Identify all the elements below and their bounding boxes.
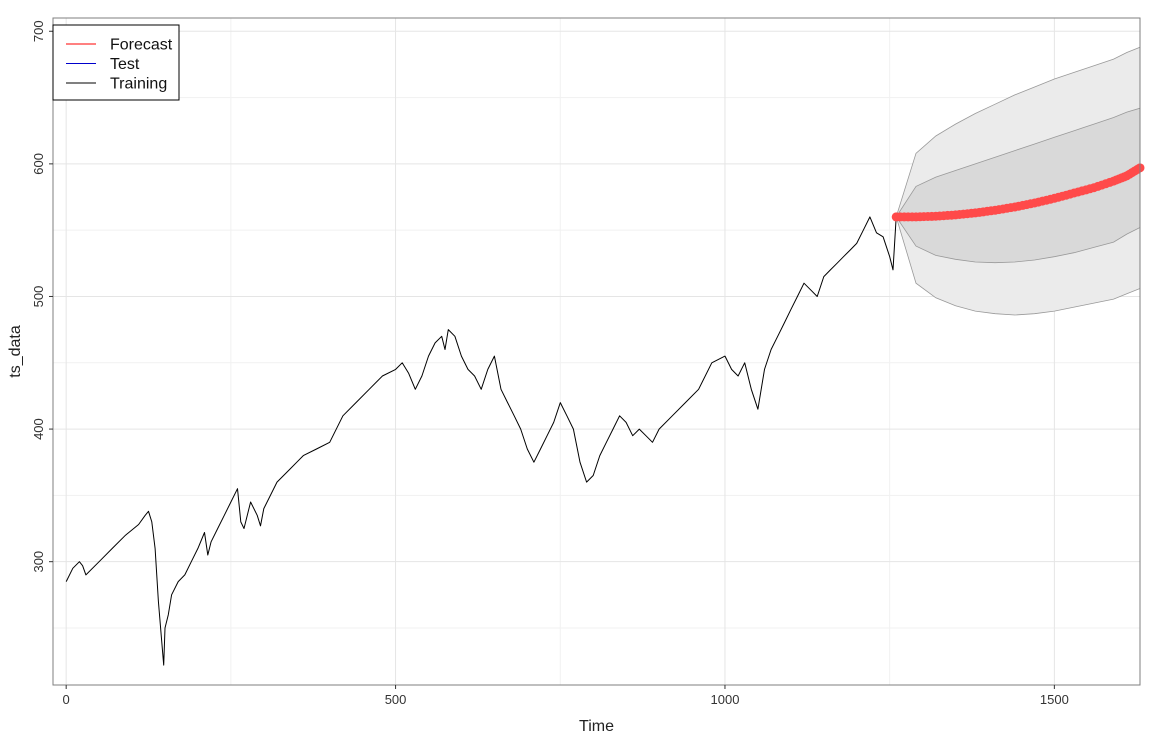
training-line	[65, 216, 897, 666]
legend-label-forecast: Forecast	[110, 37, 173, 54]
legend: Forecast Test Training	[52, 24, 180, 101]
x-axis-title: Time	[579, 718, 614, 735]
legend-label-training: Training	[110, 76, 167, 93]
y-tick-label: 300	[31, 551, 46, 573]
forecast-points	[891, 163, 1145, 222]
series	[65, 163, 1145, 666]
x-tick-label: 500	[385, 692, 407, 707]
legend-label-test: Test	[110, 56, 140, 73]
legend-box	[52, 24, 180, 101]
y-tick-label: 500	[31, 286, 46, 308]
y-tick-label: 400	[31, 418, 46, 440]
x-tick-label: 1500	[1040, 692, 1069, 707]
confidence-bands	[895, 46, 1141, 316]
y-tick-label: 700	[31, 20, 46, 42]
y-tick-label: 600	[31, 153, 46, 175]
x-tick-label: 1000	[711, 692, 740, 707]
x-tick-label: 0	[63, 692, 70, 707]
panel-border	[52, 17, 1141, 686]
y-axis-title: ts_data	[7, 325, 24, 378]
axes: 0 500 1000 1500 300 400 500 600 700 Time ts_data	[7, 17, 1141, 735]
